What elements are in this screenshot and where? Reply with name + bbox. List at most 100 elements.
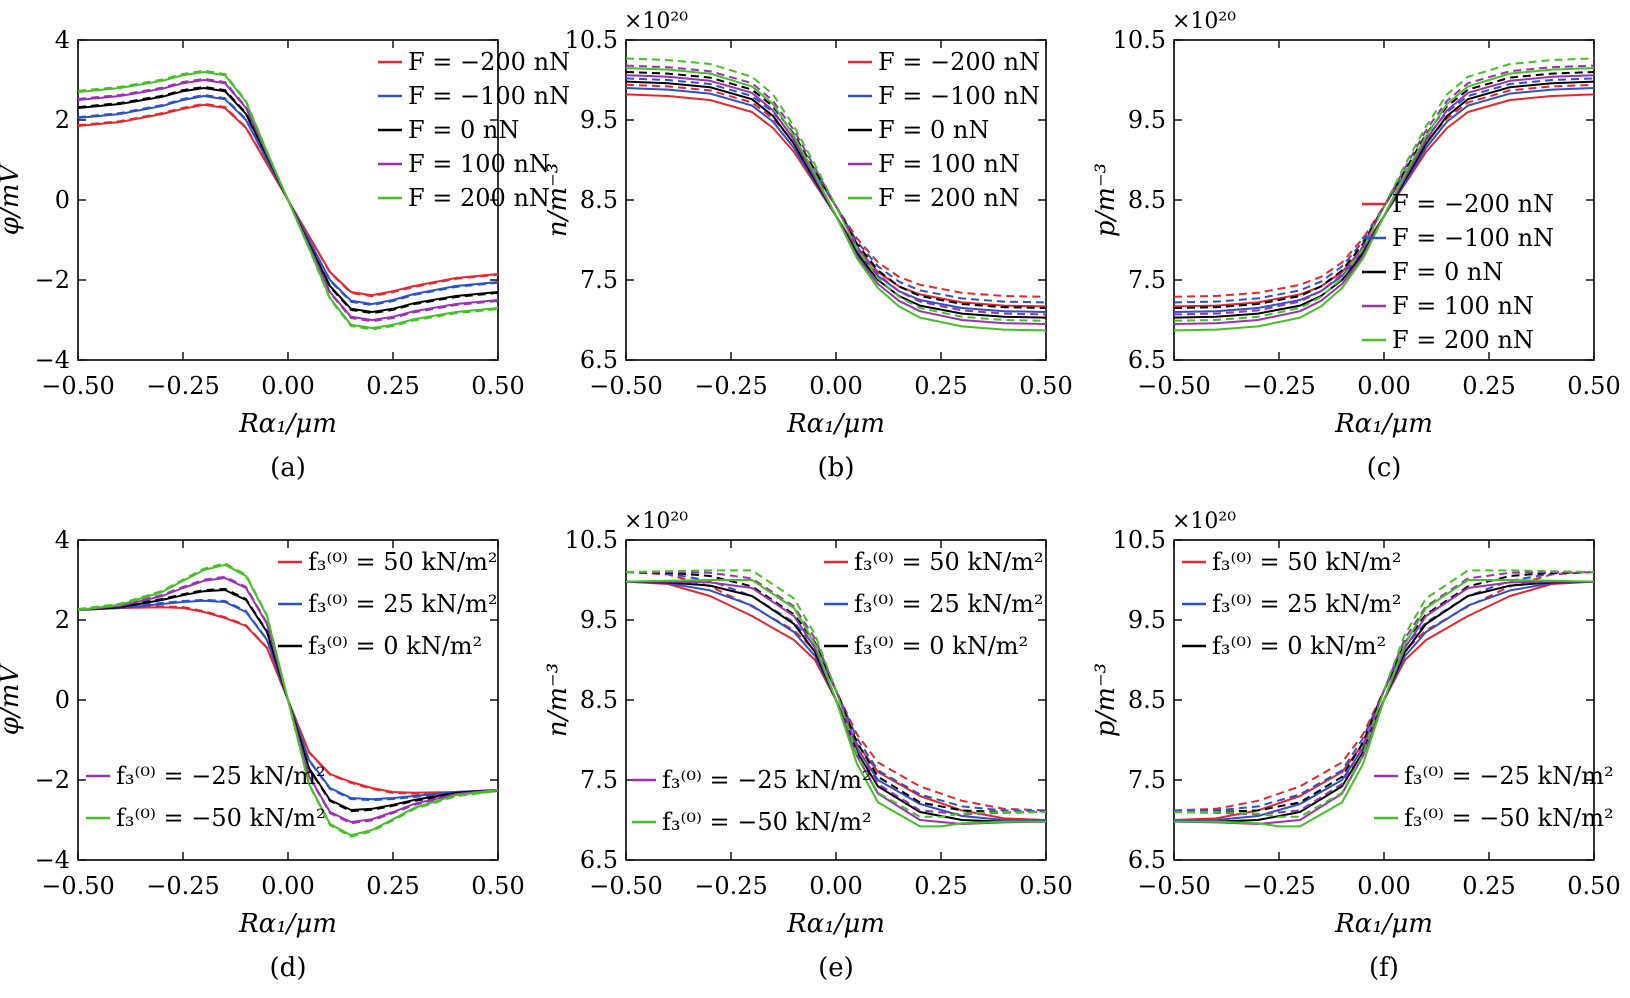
legend-label: F = 200 nN	[878, 184, 1020, 212]
x-tick-label: 0.25	[366, 872, 419, 900]
y-tick-label: 6.5	[1128, 846, 1166, 874]
legend-label: F = 100 nN	[1392, 292, 1534, 320]
y-tick-label: −2	[35, 266, 70, 294]
y-tick-label: 6.5	[580, 846, 618, 874]
series-dashed-line	[626, 64, 1046, 316]
y-tick-label: −4	[35, 846, 70, 874]
x-tick-label: 0.25	[366, 372, 419, 400]
legend-label: f₃⁽⁰⁾ = 50 kN/m²	[308, 548, 497, 576]
series-dashed-line	[1174, 569, 1594, 818]
x-tick-label: 0.50	[1019, 372, 1072, 400]
legend-label: f₃⁽⁰⁾ = −25 kN/m²	[116, 762, 326, 790]
y-tick-label: 8.5	[1128, 686, 1166, 714]
y-tick-label: −4	[35, 346, 70, 374]
y-tick-label: 6.5	[1128, 346, 1166, 374]
x-tick-label: 0.00	[1357, 372, 1410, 400]
legend-label: F = 200 nN	[1392, 326, 1534, 354]
x-axis-label: Rα₁/μm	[238, 909, 337, 939]
series-dashed-line	[1174, 83, 1594, 298]
series-dashed-line	[626, 57, 1046, 322]
legend-label: f₃⁽⁰⁾ = 25 kN/m²	[308, 590, 497, 618]
series-dashed-line	[1174, 57, 1594, 322]
x-tick-label: −0.25	[146, 872, 220, 900]
series-dashed-line	[626, 571, 1046, 816]
axis-multiplier: ×10²⁰	[1172, 9, 1236, 34]
series-dashed-line	[626, 569, 1046, 818]
y-tick-label: 8.5	[580, 186, 618, 214]
y-tick-label: 10.5	[1113, 26, 1166, 54]
x-axis-label: Rα₁/μm	[786, 909, 885, 939]
y-axis-label: n/m⁻³	[543, 163, 573, 237]
x-tick-label: 0.50	[1019, 872, 1072, 900]
legend-label: f₃⁽⁰⁾ = −25 kN/m²	[662, 766, 872, 794]
x-tick-label: 0.00	[809, 872, 862, 900]
x-tick-label: 0.00	[1357, 872, 1410, 900]
y-tick-label: 9.5	[1128, 106, 1166, 134]
y-axis-label: p/m⁻³	[1091, 163, 1121, 237]
series-line	[1174, 579, 1594, 828]
x-tick-label: −0.25	[1242, 372, 1316, 400]
legend-label: F = 100 nN	[878, 150, 1020, 178]
y-tick-label: 7.5	[580, 766, 618, 794]
legend-label: f₃⁽⁰⁾ = 25 kN/m²	[1212, 590, 1401, 618]
y-tick-label: 10.5	[565, 526, 618, 554]
legend-label: F = −200 nN	[878, 48, 1040, 76]
y-tick-label: 2	[55, 606, 70, 634]
x-tick-label: −0.50	[1137, 872, 1211, 900]
legend-label: f₃⁽⁰⁾ = 0 kN/m²	[854, 632, 1028, 660]
legend-label: f₃⁽⁰⁾ = −50 kN/m²	[662, 808, 872, 836]
y-tick-label: 0	[55, 686, 70, 714]
y-tick-label: 6.5	[580, 346, 618, 374]
x-tick-label: 0.00	[261, 872, 314, 900]
plot-area	[1174, 57, 1594, 332]
legend-label: f₃⁽⁰⁾ = −50 kN/m²	[116, 804, 326, 832]
x-tick-label: 0.25	[914, 372, 967, 400]
y-tick-label: 9.5	[580, 106, 618, 134]
x-tick-label: 0.25	[1462, 372, 1515, 400]
series-line	[1174, 67, 1594, 332]
legend-label: f₃⁽⁰⁾ = 0 kN/m²	[308, 632, 482, 660]
panel-f: −0.50 −0.25 0.00 0.25 0.50 6.5 7.5 8.5 9.5 10.5×1…	[1091, 509, 1621, 983]
legend-label: F = 200 nN	[408, 184, 550, 212]
y-tick-label: 9.5	[580, 606, 618, 634]
series-dashed-line	[1174, 64, 1594, 316]
y-tick-label: 7.5	[1128, 766, 1166, 794]
y-tick-label: 9.5	[1128, 606, 1166, 634]
y-tick-label: 7.5	[1128, 266, 1166, 294]
legend-label: F = −100 nN	[408, 82, 570, 110]
series-line	[626, 67, 1046, 332]
y-axis-label: n/m⁻³	[543, 663, 573, 737]
panel-caption: (b)	[818, 453, 855, 483]
y-tick-label: 8.5	[1128, 186, 1166, 214]
legend-label: F = 0 nN	[408, 116, 519, 144]
y-tick-label: 10.5	[565, 26, 618, 54]
y-tick-label: −2	[35, 766, 70, 794]
y-tick-label: 7.5	[580, 266, 618, 294]
panel-c: −0.50 −0.25 0.00 0.25 0.50 6.5 7.5 8.5 9.5 10.5×1…	[1091, 9, 1621, 483]
x-tick-label: −0.50	[41, 872, 115, 900]
y-tick-label: 8.5	[580, 686, 618, 714]
legend-label: f₃⁽⁰⁾ = 25 kN/m²	[854, 590, 1043, 618]
x-tick-label: 0.50	[471, 872, 524, 900]
y-tick-label: 0	[55, 186, 70, 214]
panel-caption: (c)	[1367, 453, 1402, 483]
y-axis-label: φ/mV	[0, 163, 25, 236]
x-tick-label: 0.50	[1567, 872, 1620, 900]
y-axis-label: φ/mV	[0, 663, 25, 736]
panel-caption: (a)	[270, 453, 306, 483]
x-axis-label: Rα₁/μm	[1334, 409, 1433, 439]
series-line	[78, 71, 498, 329]
legend-label: f₃⁽⁰⁾ = 0 kN/m²	[1212, 632, 1386, 660]
legend-label: F = 100 nN	[408, 150, 550, 178]
series-line	[626, 579, 1046, 828]
x-tick-label: −0.25	[1242, 872, 1316, 900]
plot-area	[1174, 569, 1594, 828]
x-tick-label: 0.00	[809, 372, 862, 400]
plot-area	[626, 57, 1046, 332]
panel-e: −0.50 −0.25 0.00 0.25 0.50 6.5 7.5 8.5 9.5 10.5×1…	[543, 509, 1073, 983]
series-dashed-line	[1174, 571, 1594, 813]
plot-area	[78, 69, 498, 331]
axis-multiplier: ×10²⁰	[624, 509, 688, 534]
y-axis-label: p/m⁻³	[1091, 663, 1121, 737]
